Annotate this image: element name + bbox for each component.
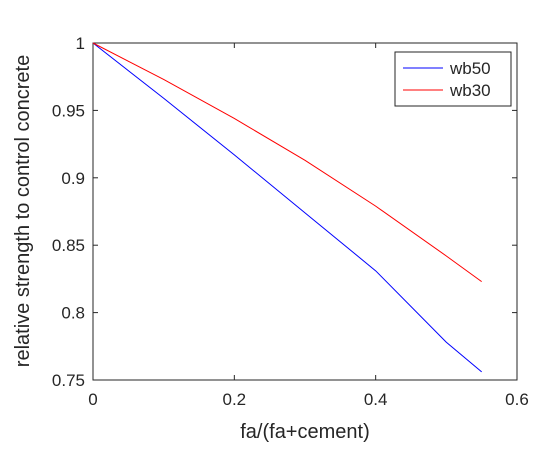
series-line-wb30 [92,42,482,283]
legend-box [394,51,512,107]
x-tick-label: 0.2 [223,390,247,409]
y-axis-ticks: 0.75 0.8 0.85 0.9 0.95 1 [52,34,517,390]
y-tick-label: 0.85 [52,236,85,255]
series-line-wb50 [92,42,482,373]
x-tick-label: 0.4 [364,390,388,409]
x-axis-label: fa/(fa+cement) [240,421,370,443]
y-tick-label: 0.8 [61,304,85,323]
legend: wb50 wb30 [394,51,512,107]
y-tick-label: 0.95 [52,101,85,120]
series-lines [92,42,482,373]
legend-label-wb30: wb30 [449,81,491,100]
x-tick-label: 0 [88,390,97,409]
y-tick-label: 1 [76,34,85,53]
y-tick-label: 0.9 [61,169,85,188]
x-tick-label: 0.6 [505,390,529,409]
y-tick-label: 0.75 [52,371,85,390]
y-axis-label: relative strength to control concrete [12,55,34,367]
x-axis-ticks: 0 0.2 0.4 0.6 [88,43,529,409]
legend-label-wb50: wb50 [449,59,491,78]
